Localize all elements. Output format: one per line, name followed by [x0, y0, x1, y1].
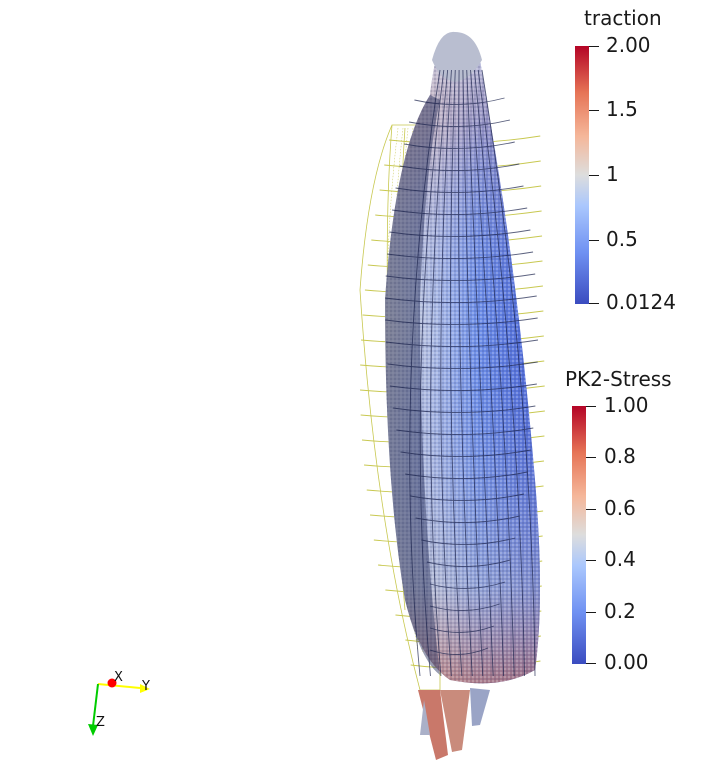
pk2-tick-0-8: 0.8: [604, 444, 636, 468]
y-axis-label: Y: [141, 679, 150, 694]
deformed-body: [385, 31, 540, 684]
pk2-tick-0-2: 0.2: [604, 599, 636, 623]
pk2-tick-0-00: 0.00: [604, 650, 649, 674]
traction-tick-min: 0.0124: [606, 290, 676, 314]
pk2-tick-0-6: 0.6: [604, 496, 636, 520]
traction-tick-1-5: 1.5: [606, 97, 638, 121]
pk2-colorbar: [572, 406, 586, 664]
y-axis-arrow: [140, 684, 150, 693]
z-axis-line: [92, 683, 99, 727]
y-axis-line: [97, 683, 141, 689]
pk2-tick-1-00: 1.00: [604, 393, 649, 417]
traction-tick-max: 2.00: [606, 33, 651, 57]
body-mesh-grid: [385, 69, 539, 677]
x-axis-label: X: [114, 670, 123, 685]
pk2-tick-0-4: 0.4: [604, 547, 636, 571]
x-axis-marker: [107, 678, 117, 688]
orientation-axes: X Y Z: [88, 670, 150, 736]
pk2-legend-title: PK2-Stress: [565, 367, 672, 391]
traction-tick-1: 1: [606, 162, 619, 186]
z-axis-arrow: [88, 724, 98, 736]
traction-tick-0-5: 0.5: [606, 227, 638, 251]
traction-legend-title: traction: [584, 6, 662, 30]
z-axis-label: Z: [96, 715, 105, 730]
traction-colorbar: [575, 46, 589, 304]
traction-arrows: [418, 688, 490, 760]
